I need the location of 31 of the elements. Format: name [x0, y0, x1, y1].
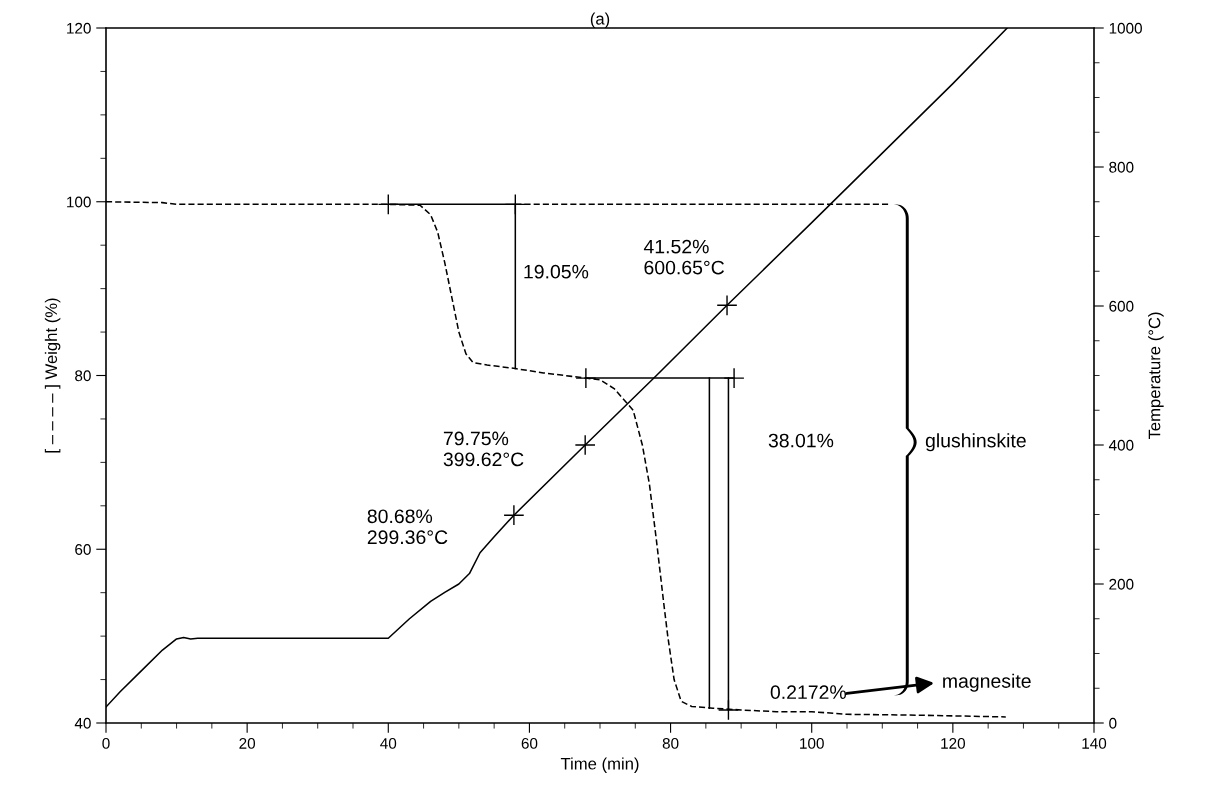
y2-tick-label: 1000 — [1109, 22, 1142, 34]
annotation: 19.05% — [524, 264, 589, 279]
annotation: 41.52% 600.65°C — [643, 239, 725, 275]
x-tick-label: 100 — [800, 737, 824, 749]
y2-tick-label: 800 — [1109, 161, 1134, 173]
y-axis-title: [ – – – – ] Weight (%) — [44, 298, 61, 453]
y-tick-label: 80 — [75, 370, 91, 382]
x-axis-title: Time (min) — [560, 757, 639, 773]
annotation: 0.2172% — [770, 685, 847, 700]
annotation: 79.75% 399.62°C — [443, 431, 524, 467]
y2-tick-label: 400 — [1108, 439, 1134, 451]
annotation: 38.01% — [768, 433, 834, 448]
annotation: magnesite — [943, 673, 1031, 692]
y2-tick-label: 600 — [1109, 300, 1134, 312]
y2-tick-label: 0 — [1109, 717, 1117, 729]
y-tick-label: 120 — [67, 22, 91, 34]
chart-title: (a) — [590, 12, 610, 28]
x-tick-label: 120 — [941, 737, 966, 749]
x-tick-label: 80 — [662, 737, 679, 749]
annotation: 80.68% 299.36°C — [367, 509, 448, 545]
x-tick-label: 20 — [239, 737, 256, 749]
x-tick-label: 0 — [102, 737, 110, 749]
x-tick-label: 40 — [380, 737, 397, 749]
y2-axis-title: Temperature (°C) — [1148, 312, 1164, 440]
y2-tick-label: 200 — [1109, 578, 1134, 590]
annotation: glushinskite — [925, 433, 1026, 452]
y-tick-label: 100 — [67, 196, 91, 208]
x-tick-label: 60 — [521, 737, 538, 749]
y-tick-label: 40 — [74, 717, 91, 729]
x-tick-label: 140 — [1082, 737, 1107, 749]
y-tick-label: 60 — [75, 544, 91, 555]
